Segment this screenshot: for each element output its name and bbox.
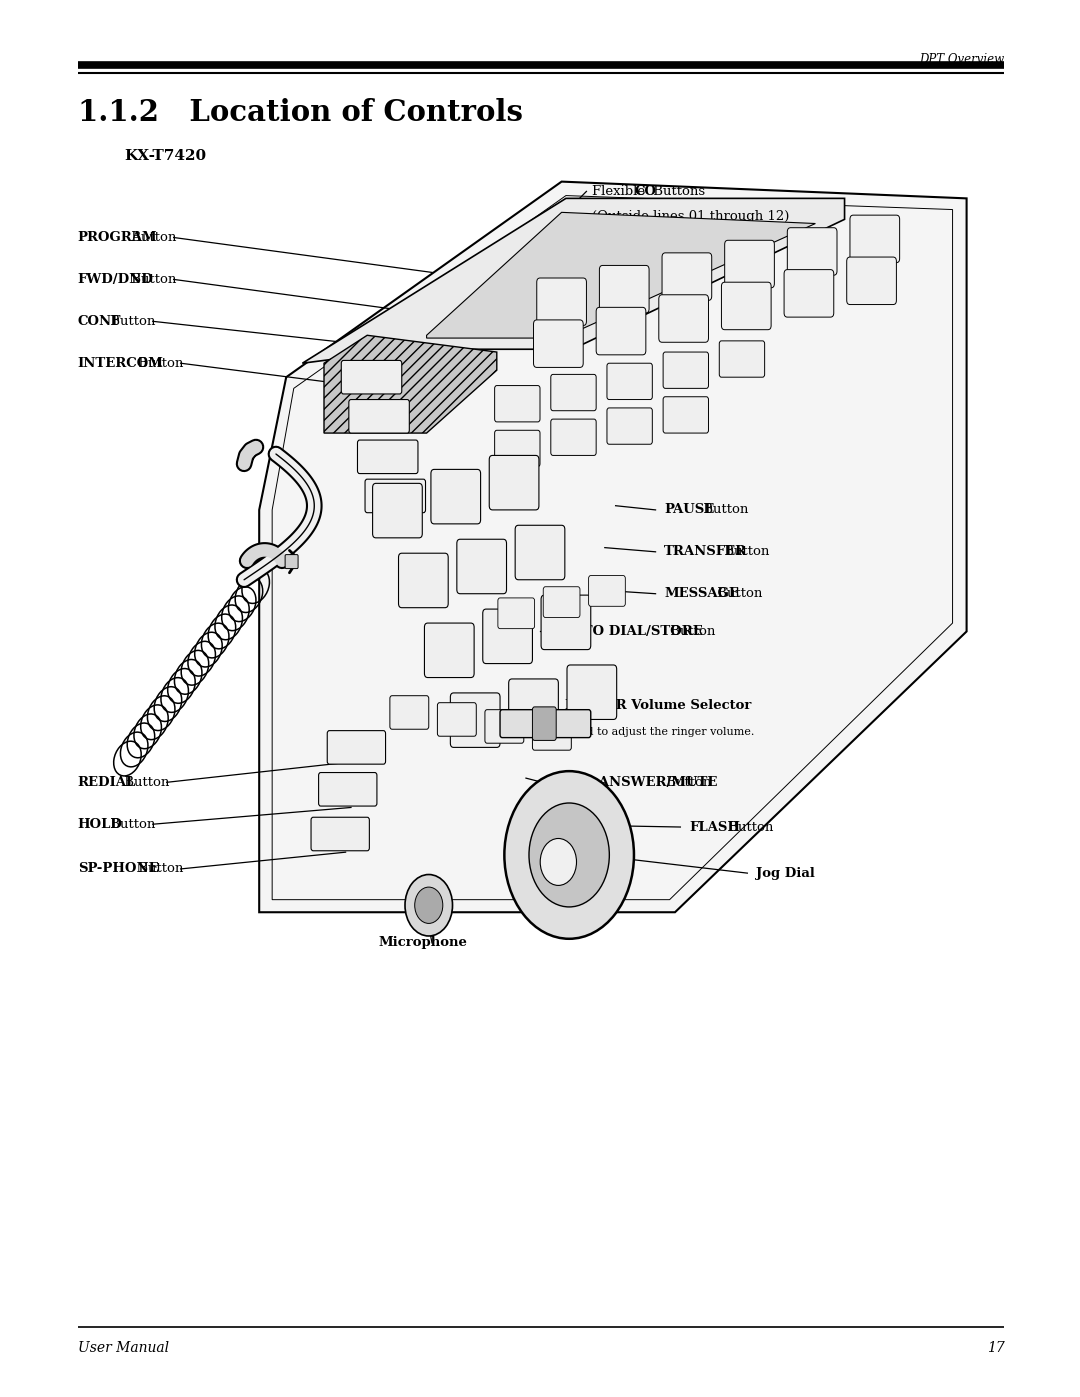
Text: CO: CO: [635, 184, 657, 198]
FancyBboxPatch shape: [489, 455, 539, 510]
FancyBboxPatch shape: [532, 707, 556, 740]
FancyBboxPatch shape: [662, 253, 712, 300]
FancyBboxPatch shape: [365, 479, 426, 513]
Text: INTERCOM: INTERCOM: [78, 356, 164, 370]
Text: Button: Button: [126, 231, 176, 244]
Text: Buttons: Buttons: [648, 184, 704, 198]
FancyBboxPatch shape: [349, 400, 409, 433]
Text: REDIAL: REDIAL: [78, 775, 136, 789]
Polygon shape: [427, 212, 815, 338]
Polygon shape: [259, 182, 967, 912]
FancyBboxPatch shape: [541, 595, 591, 650]
Text: 17: 17: [987, 1341, 1004, 1355]
Circle shape: [540, 838, 577, 886]
FancyBboxPatch shape: [551, 419, 596, 455]
Text: Button: Button: [106, 817, 156, 831]
FancyBboxPatch shape: [495, 386, 540, 422]
Text: PAUSE: PAUSE: [664, 503, 715, 517]
FancyBboxPatch shape: [399, 553, 448, 608]
Text: (Outside lines 01 through 12): (Outside lines 01 through 12): [592, 210, 789, 224]
Text: CONF: CONF: [78, 314, 121, 328]
FancyBboxPatch shape: [498, 598, 535, 629]
Circle shape: [504, 771, 634, 939]
Text: User Manual: User Manual: [78, 1341, 168, 1355]
Text: TRANSFER: TRANSFER: [664, 545, 747, 559]
Text: Flexible: Flexible: [592, 184, 649, 198]
FancyBboxPatch shape: [787, 228, 837, 275]
Text: Button: Button: [126, 272, 176, 286]
FancyBboxPatch shape: [596, 307, 646, 355]
FancyBboxPatch shape: [663, 397, 708, 433]
Text: DPT Overview: DPT Overview: [919, 53, 1004, 66]
Text: SP-PHONE: SP-PHONE: [78, 862, 159, 876]
FancyBboxPatch shape: [457, 539, 507, 594]
FancyBboxPatch shape: [534, 320, 583, 367]
FancyBboxPatch shape: [551, 374, 596, 411]
FancyBboxPatch shape: [725, 240, 774, 288]
FancyBboxPatch shape: [589, 576, 625, 606]
Text: Button: Button: [720, 545, 769, 559]
FancyBboxPatch shape: [663, 352, 708, 388]
Text: MESSAGE: MESSAGE: [664, 587, 739, 601]
Text: FLASH: FLASH: [689, 820, 740, 834]
FancyBboxPatch shape: [537, 278, 586, 326]
FancyBboxPatch shape: [390, 696, 429, 729]
FancyBboxPatch shape: [515, 525, 565, 580]
Text: PROGRAM: PROGRAM: [78, 231, 158, 244]
Text: Button: Button: [106, 314, 156, 328]
Text: HOLD: HOLD: [78, 817, 123, 831]
Text: Button: Button: [134, 356, 183, 370]
FancyBboxPatch shape: [450, 693, 500, 747]
FancyBboxPatch shape: [437, 703, 476, 736]
Polygon shape: [302, 198, 845, 363]
FancyBboxPatch shape: [567, 665, 617, 719]
FancyBboxPatch shape: [424, 623, 474, 678]
Text: Button: Button: [120, 775, 168, 789]
Text: Button: Button: [713, 587, 762, 601]
FancyBboxPatch shape: [659, 295, 708, 342]
FancyBboxPatch shape: [607, 408, 652, 444]
Text: AUTO DIAL/STORE: AUTO DIAL/STORE: [562, 624, 703, 638]
FancyBboxPatch shape: [485, 710, 524, 743]
FancyBboxPatch shape: [850, 215, 900, 263]
Text: FWD/DND: FWD/DND: [78, 272, 153, 286]
Text: Button: Button: [724, 820, 773, 834]
FancyBboxPatch shape: [341, 360, 402, 394]
Text: AUTO ANSWER/MUTE: AUTO ANSWER/MUTE: [551, 775, 717, 789]
FancyBboxPatch shape: [532, 717, 571, 750]
FancyBboxPatch shape: [721, 282, 771, 330]
Text: Button: Button: [666, 624, 716, 638]
FancyBboxPatch shape: [311, 817, 369, 851]
Circle shape: [529, 803, 609, 907]
Text: Used to adjust the ringer volume.: Used to adjust the ringer volume.: [565, 726, 754, 738]
FancyBboxPatch shape: [784, 270, 834, 317]
Text: Button: Button: [662, 775, 712, 789]
FancyBboxPatch shape: [319, 773, 377, 806]
FancyBboxPatch shape: [719, 341, 765, 377]
Text: Button: Button: [699, 503, 748, 517]
FancyBboxPatch shape: [500, 710, 591, 738]
Text: 1.1.2   Location of Controls: 1.1.2 Location of Controls: [78, 98, 523, 127]
FancyBboxPatch shape: [543, 587, 580, 617]
Circle shape: [405, 875, 453, 936]
Polygon shape: [324, 335, 497, 433]
FancyBboxPatch shape: [495, 430, 540, 467]
Text: Jog Dial: Jog Dial: [756, 866, 815, 880]
FancyBboxPatch shape: [373, 483, 422, 538]
FancyBboxPatch shape: [599, 265, 649, 313]
Circle shape: [415, 887, 443, 923]
FancyBboxPatch shape: [607, 363, 652, 400]
FancyBboxPatch shape: [431, 469, 481, 524]
FancyBboxPatch shape: [509, 679, 558, 733]
FancyBboxPatch shape: [327, 731, 386, 764]
FancyBboxPatch shape: [357, 440, 418, 474]
Text: KX-T7420: KX-T7420: [124, 149, 206, 163]
FancyBboxPatch shape: [285, 555, 298, 569]
Text: Microphone: Microphone: [378, 936, 467, 950]
Text: RINGER Volume Selector: RINGER Volume Selector: [565, 698, 752, 712]
FancyBboxPatch shape: [847, 257, 896, 305]
FancyBboxPatch shape: [483, 609, 532, 664]
Text: Button: Button: [134, 862, 183, 876]
